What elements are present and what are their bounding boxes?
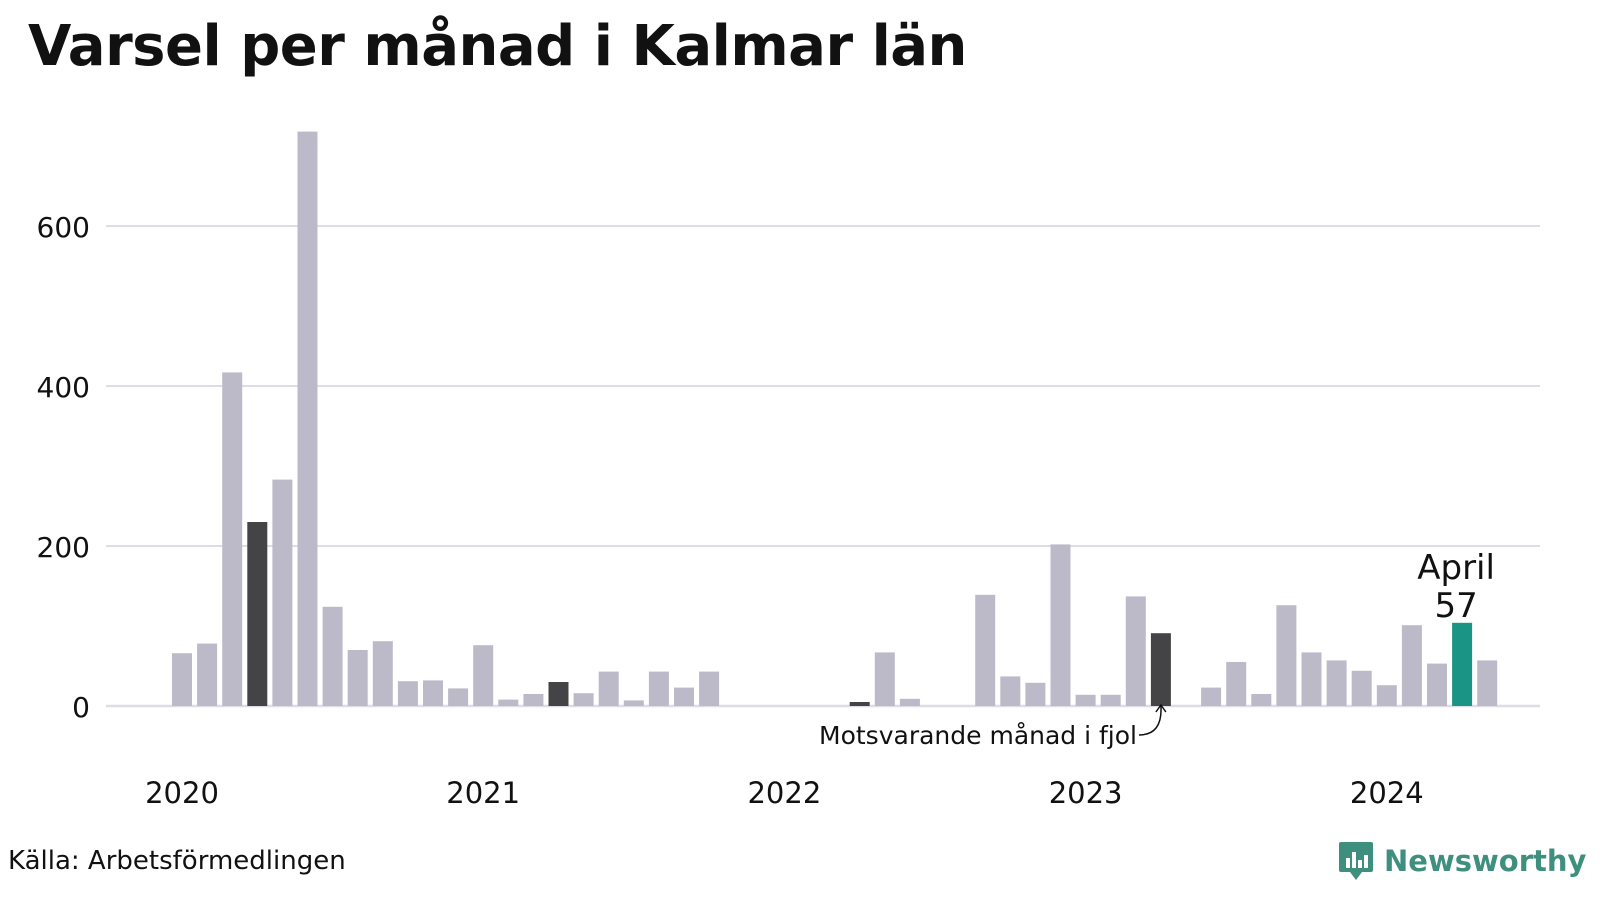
bar [1125,596,1146,706]
bar [548,682,569,706]
annotation-arrow [1138,704,1162,736]
bar-chart: 0 200 400 600 2020 2021 2022 2023 2024 April 57… [37,131,1540,810]
y-tick-label: 400 [37,371,90,404]
bar [1100,694,1121,706]
brand-name: Newsworthy [1384,844,1587,878]
bar [197,643,218,706]
bar [899,698,920,706]
bar [1326,660,1347,706]
bar [1401,625,1422,706]
bar [1452,622,1473,706]
bar [648,671,669,706]
bar [1477,660,1498,706]
bar [1301,652,1322,706]
bar [523,694,544,706]
bars [172,131,1498,707]
newsworthy-logo-icon [1339,842,1373,880]
current-value-label: 57 [1434,586,1477,626]
bar [397,681,418,706]
bar [448,688,469,706]
bar [172,653,192,706]
x-tick-label: 2024 [1350,776,1424,810]
bar [1376,685,1397,706]
bar [573,693,594,706]
bar [423,680,443,706]
bar [297,131,318,707]
x-tick-label: 2023 [1049,776,1123,810]
bar [874,652,895,706]
y-tick-label: 200 [37,531,90,564]
bar [1000,676,1021,706]
previous-year-annotation: Motsvarande månad i fjol [819,721,1137,750]
bar [1050,544,1071,706]
y-tick-label: 600 [37,211,90,244]
bar [1226,662,1247,706]
bar [674,687,694,706]
source-note: Källa: Arbetsförmedlingen [8,846,346,876]
bar [272,479,293,706]
chart-title: Varsel per månad i Kalmar län [28,14,967,79]
bar [1201,687,1222,706]
bar [1150,633,1171,706]
gridlines [106,225,1540,708]
bar [498,699,519,706]
bar [473,645,494,706]
y-tick-label: 0 [72,691,90,724]
bar [849,702,870,706]
bar [1025,682,1046,706]
bar [1251,694,1272,706]
bar [222,372,243,706]
bar [1427,663,1447,706]
bar [1075,694,1096,706]
bar [322,606,343,706]
current-month-label: April [1417,548,1495,588]
bar [347,650,368,706]
x-tick-label: 2020 [145,776,219,810]
bar [699,671,720,706]
bar [1351,670,1372,706]
newsworthy-brand: Newsworthy [1338,840,1586,882]
annotation-arrowhead [1155,703,1167,713]
x-axis-year-labels: 2020 2021 2022 2023 2024 [145,776,1424,810]
bar [1276,605,1297,706]
bar [372,641,393,706]
bar [975,594,996,706]
y-axis-ticks: 0 200 400 600 [37,211,90,724]
bar [247,522,268,706]
bar [598,671,619,706]
bar [623,700,644,706]
x-tick-label: 2021 [446,776,520,810]
x-tick-label: 2022 [747,776,821,810]
